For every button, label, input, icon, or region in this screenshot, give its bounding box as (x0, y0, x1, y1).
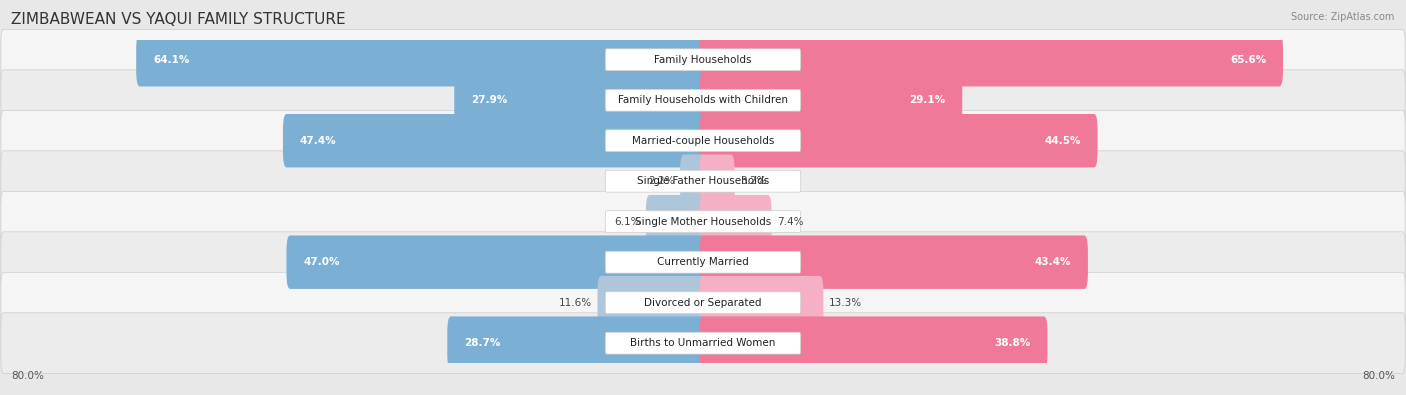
FancyBboxPatch shape (287, 235, 707, 289)
FancyBboxPatch shape (606, 89, 801, 111)
Text: 11.6%: 11.6% (560, 298, 592, 308)
FancyBboxPatch shape (700, 276, 824, 329)
FancyBboxPatch shape (606, 251, 801, 273)
Text: 27.9%: 27.9% (471, 95, 508, 105)
Text: Births to Unmarried Women: Births to Unmarried Women (630, 338, 776, 348)
FancyBboxPatch shape (606, 211, 801, 233)
FancyBboxPatch shape (1, 70, 1405, 131)
Text: 7.4%: 7.4% (778, 217, 803, 227)
FancyBboxPatch shape (606, 292, 801, 314)
Legend: Zimbabwean, Yaqui: Zimbabwean, Yaqui (624, 390, 782, 395)
FancyBboxPatch shape (606, 332, 801, 354)
FancyBboxPatch shape (454, 73, 707, 127)
FancyBboxPatch shape (1, 151, 1405, 212)
FancyBboxPatch shape (606, 130, 801, 152)
FancyBboxPatch shape (700, 33, 1282, 87)
FancyBboxPatch shape (700, 235, 1088, 289)
Text: Single Mother Households: Single Mother Households (636, 217, 770, 227)
Text: 65.6%: 65.6% (1230, 55, 1267, 65)
Text: 80.0%: 80.0% (1362, 371, 1395, 381)
FancyBboxPatch shape (1, 191, 1405, 252)
FancyBboxPatch shape (136, 33, 706, 87)
Text: Family Households with Children: Family Households with Children (619, 95, 787, 105)
FancyBboxPatch shape (700, 114, 1098, 167)
Text: Family Households: Family Households (654, 55, 752, 65)
FancyBboxPatch shape (606, 49, 801, 71)
Text: 2.2%: 2.2% (648, 176, 675, 186)
Text: 29.1%: 29.1% (910, 95, 945, 105)
FancyBboxPatch shape (606, 170, 801, 192)
FancyBboxPatch shape (1, 110, 1405, 171)
FancyBboxPatch shape (700, 195, 772, 248)
Text: 28.7%: 28.7% (464, 338, 501, 348)
Text: Single Father Households: Single Father Households (637, 176, 769, 186)
FancyBboxPatch shape (700, 316, 1047, 370)
Text: 80.0%: 80.0% (11, 371, 44, 381)
Text: 13.3%: 13.3% (828, 298, 862, 308)
FancyBboxPatch shape (700, 154, 734, 208)
Text: Divorced or Separated: Divorced or Separated (644, 298, 762, 308)
Text: 43.4%: 43.4% (1035, 257, 1071, 267)
Text: 3.2%: 3.2% (740, 176, 766, 186)
FancyBboxPatch shape (1, 313, 1405, 374)
FancyBboxPatch shape (1, 232, 1405, 293)
Text: Source: ZipAtlas.com: Source: ZipAtlas.com (1291, 12, 1395, 22)
Text: Married-couple Households: Married-couple Households (631, 136, 775, 146)
FancyBboxPatch shape (645, 195, 707, 248)
FancyBboxPatch shape (598, 276, 707, 329)
FancyBboxPatch shape (681, 154, 707, 208)
Text: 47.0%: 47.0% (304, 257, 340, 267)
FancyBboxPatch shape (1, 29, 1405, 90)
FancyBboxPatch shape (1, 272, 1405, 333)
FancyBboxPatch shape (700, 73, 962, 127)
Text: 47.4%: 47.4% (299, 136, 336, 146)
Text: Currently Married: Currently Married (657, 257, 749, 267)
FancyBboxPatch shape (447, 316, 707, 370)
Text: 44.5%: 44.5% (1045, 136, 1081, 146)
FancyBboxPatch shape (283, 114, 707, 167)
Text: 38.8%: 38.8% (994, 338, 1031, 348)
Text: ZIMBABWEAN VS YAQUI FAMILY STRUCTURE: ZIMBABWEAN VS YAQUI FAMILY STRUCTURE (11, 12, 346, 27)
Text: 64.1%: 64.1% (153, 55, 190, 65)
Text: 6.1%: 6.1% (614, 217, 641, 227)
